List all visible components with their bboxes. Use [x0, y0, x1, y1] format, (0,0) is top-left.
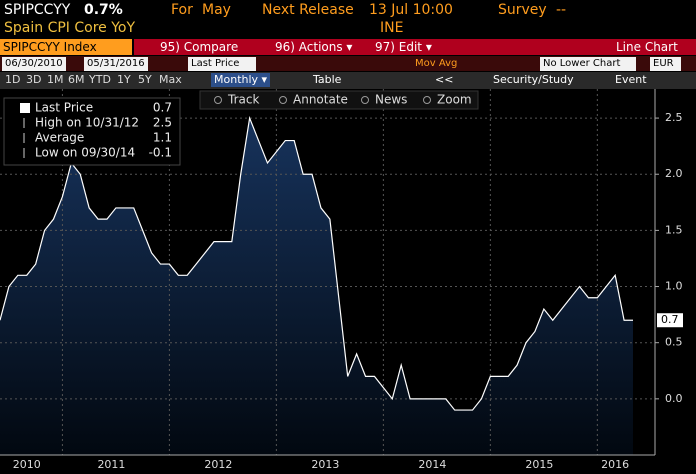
tool-button[interactable]: News: [375, 93, 407, 107]
survey-label: Survey: [498, 2, 547, 18]
release-label: Next Release: [262, 2, 354, 18]
edit-button[interactable]: 97) Edit ▾: [375, 40, 432, 54]
security: SPIPCCYY Index: [3, 40, 97, 54]
view-label: Line Chart: [616, 40, 678, 54]
legend-label: Last Price: [35, 101, 93, 115]
settings-bar: [0, 56, 696, 71]
y-tick-label: 0.5: [665, 336, 683, 349]
y-tick-label: 2.5: [665, 111, 683, 124]
legend-value: 1.1: [153, 131, 172, 145]
legend-value: 2.5: [153, 116, 172, 130]
start-date[interactable]: 06/30/2010: [2, 57, 66, 71]
legend-label: Low on 09/30/14: [35, 146, 135, 160]
period-button[interactable]: YTD: [89, 73, 111, 86]
period-button[interactable]: 1D: [5, 73, 21, 86]
period-button[interactable]: 3D: [26, 73, 42, 86]
y-tick-label: 1.5: [665, 223, 683, 236]
frequency[interactable]: Monthly ▾: [211, 73, 271, 87]
release-value: 13 Jul 10:00: [369, 2, 453, 18]
study-button[interactable]: Security/Study: [493, 73, 574, 86]
period-button[interactable]: 5Y: [138, 73, 152, 86]
x-tick-label: 2012: [204, 458, 232, 471]
period-button[interactable]: Max: [159, 73, 182, 86]
x-tick-label: 2015: [525, 458, 553, 471]
for-value: May: [202, 2, 231, 18]
legend-swatch: [20, 103, 30, 113]
x-tick-label: 2014: [418, 458, 446, 471]
end-date[interactable]: 05/31/2016: [84, 57, 148, 71]
ticker: SPIPCCYY: [4, 2, 71, 18]
for-label: For: [171, 2, 193, 18]
x-tick-label: 2010: [13, 458, 41, 471]
period-bar: [0, 72, 696, 89]
y-tick-label: 0.0: [665, 392, 683, 405]
x-tick-label: 2016: [601, 458, 629, 471]
currency[interactable]: EUR: [650, 57, 681, 71]
compare-button[interactable]: 95) Compare: [160, 40, 239, 54]
field-select[interactable]: Last Price: [188, 57, 256, 71]
event-button[interactable]: Event: [615, 73, 647, 86]
tool-button[interactable]: Track: [227, 93, 259, 107]
table-button[interactable]: Table: [313, 73, 342, 86]
tool-button[interactable]: Annotate: [293, 93, 348, 107]
lower-chart[interactable]: No Lower Chart: [540, 57, 636, 71]
source: INE: [380, 20, 404, 36]
price: 0.7%: [84, 2, 123, 18]
legend-label: Average: [35, 131, 84, 145]
price-line: [0, 115, 633, 411]
y-tick-label: 1.0: [665, 280, 683, 293]
period-button[interactable]: 1Y: [117, 73, 131, 86]
legend-label: High on 10/31/12: [35, 116, 139, 130]
chart: 0.0 0.5 1.0 1.5 2.0 2.5 2010 2011 2012 2013 2014 20…: [0, 89, 683, 471]
period-button[interactable]: 6M: [68, 73, 85, 86]
mov-avg[interactable]: Mov Avg: [415, 58, 458, 69]
tool-button[interactable]: Zoom: [437, 93, 472, 107]
actions-button[interactable]: 96) Actions ▾: [275, 40, 353, 54]
survey-value: --: [556, 2, 567, 18]
x-tick-label: 2013: [311, 458, 339, 471]
tool-icon: [423, 96, 431, 104]
last-price-label: 0.7: [661, 313, 679, 326]
last-price-tag: [657, 313, 683, 328]
tool-bar: [199, 90, 479, 110]
y-tick-label: 2.0: [665, 167, 683, 180]
legend-value: -0.1: [149, 146, 172, 160]
security-box[interactable]: SPIPCCYY Index: [0, 39, 132, 55]
period-button[interactable]: 1M: [47, 73, 64, 86]
tool-icon: [214, 96, 222, 104]
back-button[interactable]: <<: [435, 73, 454, 86]
x-tick-label: 2011: [97, 458, 125, 471]
description: Spain CPI Core YoY: [4, 20, 136, 36]
tool-icon: [279, 96, 287, 104]
function-bar: [134, 39, 696, 55]
tool-icon: [361, 96, 369, 104]
legend-value: 0.7: [153, 101, 172, 115]
legend-box: [3, 97, 181, 166]
